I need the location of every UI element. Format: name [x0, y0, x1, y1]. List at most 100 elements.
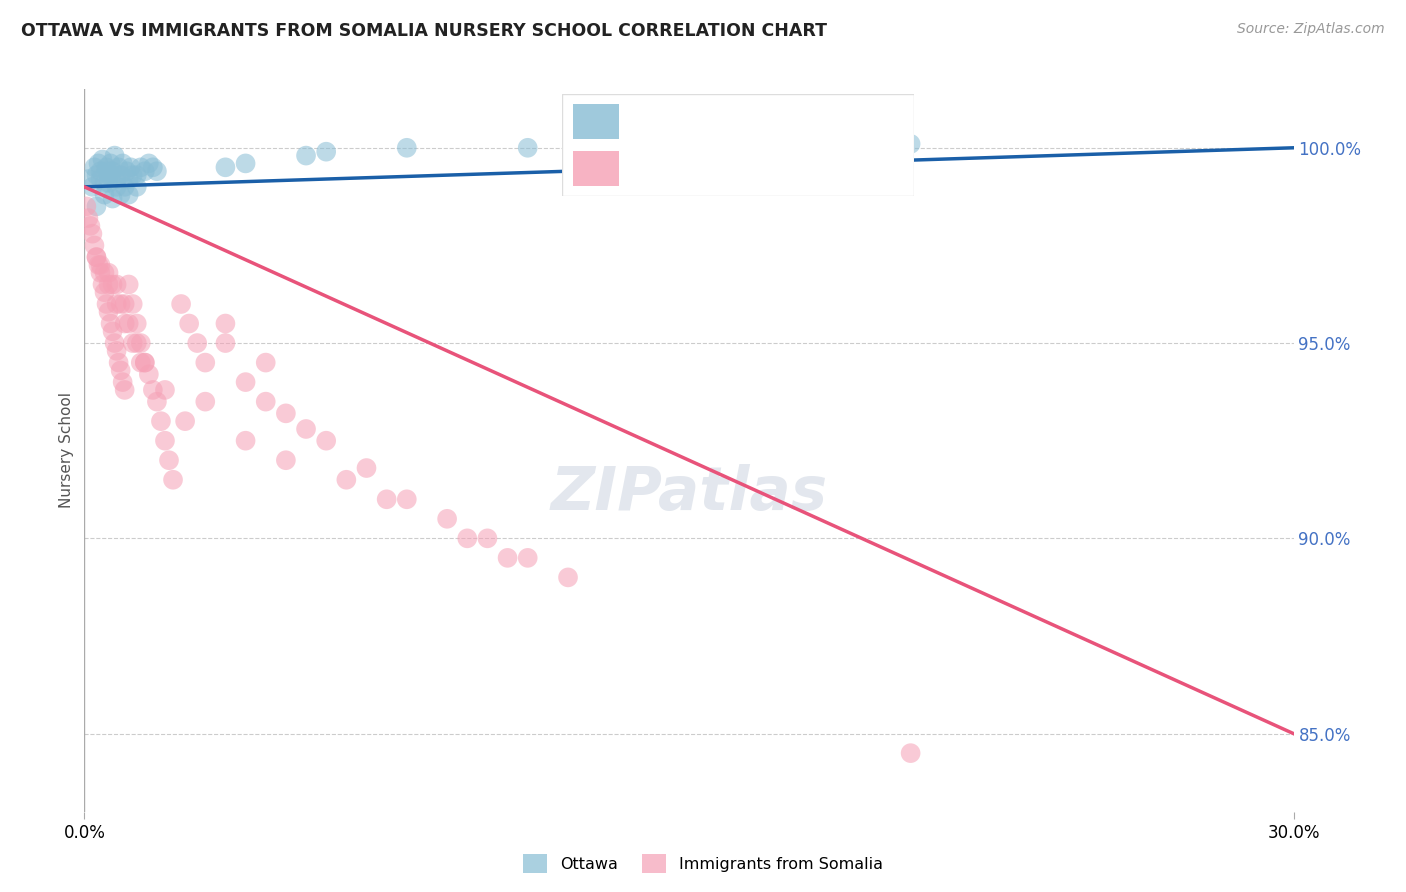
Point: [162, 473, 184, 487]
Point: [138, 156, 160, 170]
Point: [900, 136, 922, 151]
Point: [93, 285, 115, 300]
Point: [101, 164, 124, 178]
Point: [110, 297, 132, 311]
Point: [274, 453, 297, 467]
Point: [125, 336, 148, 351]
Point: [96, 161, 118, 175]
Point: [89, 172, 111, 186]
Point: [118, 172, 141, 186]
Point: [146, 164, 169, 178]
Point: [77, 172, 100, 186]
Point: [157, 453, 180, 467]
Point: [118, 277, 141, 292]
Point: [110, 363, 132, 377]
Point: [110, 187, 132, 202]
Point: [375, 492, 398, 507]
Point: [516, 141, 538, 155]
Point: [97, 266, 120, 280]
Point: [121, 168, 143, 182]
Point: [101, 324, 124, 338]
Point: [146, 394, 169, 409]
Point: [125, 317, 148, 331]
Point: [138, 368, 160, 382]
Point: [82, 179, 104, 194]
Point: [254, 355, 277, 369]
Point: [125, 168, 148, 182]
Point: [214, 317, 236, 331]
Point: [120, 161, 142, 175]
Text: N = 48: N = 48: [790, 112, 859, 130]
Point: [101, 277, 124, 292]
FancyBboxPatch shape: [574, 104, 619, 139]
Point: [105, 179, 128, 194]
Point: [93, 187, 115, 202]
Point: [75, 199, 97, 213]
Y-axis label: Nursery School: Nursery School: [59, 392, 75, 508]
Point: [114, 383, 136, 397]
Point: [118, 317, 141, 331]
Point: [134, 164, 156, 178]
Point: [101, 192, 124, 206]
Point: [100, 317, 122, 331]
Point: [235, 434, 257, 448]
Point: [254, 394, 277, 409]
Point: [118, 187, 141, 202]
Point: [105, 277, 128, 292]
Point: [125, 179, 148, 194]
Point: [179, 317, 201, 331]
Point: [235, 375, 257, 389]
Point: [598, 141, 620, 155]
Point: [91, 277, 114, 292]
Text: Source: ZipAtlas.com: Source: ZipAtlas.com: [1237, 22, 1385, 37]
Point: [107, 355, 129, 369]
Text: N = 76: N = 76: [790, 160, 859, 178]
Point: [97, 168, 120, 182]
Point: [174, 414, 197, 428]
Point: [170, 297, 193, 311]
Point: [104, 336, 127, 351]
Point: [107, 161, 129, 175]
Point: [121, 297, 143, 311]
Point: [87, 258, 110, 272]
Point: [121, 336, 143, 351]
Point: [395, 141, 418, 155]
Point: [142, 161, 165, 175]
Point: [89, 258, 111, 272]
Point: [86, 199, 108, 213]
FancyBboxPatch shape: [562, 94, 914, 196]
Point: [93, 176, 115, 190]
Point: [235, 156, 257, 170]
Point: [97, 176, 120, 190]
Point: [214, 161, 236, 175]
Point: [356, 461, 378, 475]
Point: [114, 179, 136, 194]
Point: [274, 406, 297, 420]
Point: [496, 550, 519, 565]
Point: [105, 343, 128, 358]
Point: [77, 211, 100, 225]
Point: [96, 297, 118, 311]
Point: [79, 219, 101, 233]
Point: [477, 532, 499, 546]
Point: [111, 375, 134, 389]
Point: [456, 532, 478, 546]
Point: [97, 305, 120, 319]
Point: [134, 355, 156, 369]
Point: [900, 746, 922, 760]
Point: [516, 550, 538, 565]
Point: [104, 148, 127, 162]
Point: [153, 434, 176, 448]
Point: [153, 383, 176, 397]
Point: [295, 422, 318, 436]
Point: [186, 336, 208, 351]
Point: [395, 492, 418, 507]
Point: [86, 168, 108, 182]
Point: [105, 172, 128, 186]
Point: [83, 161, 105, 175]
Point: [214, 336, 236, 351]
Point: [91, 153, 114, 167]
Point: [194, 394, 217, 409]
Point: [89, 164, 111, 178]
Point: [315, 434, 337, 448]
